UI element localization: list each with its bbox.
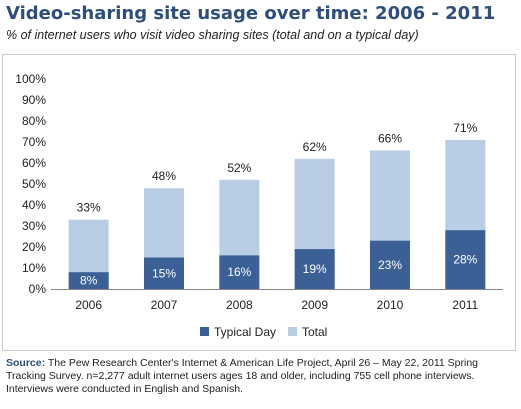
y-tick-label: 20%	[22, 240, 46, 254]
typical-day-series	[68, 230, 486, 289]
typical-day-value-label: 28%	[453, 253, 477, 267]
y-tick-label: 60%	[22, 156, 46, 170]
total-value-label: 33%	[77, 201, 101, 215]
total-value-label: 66%	[378, 131, 402, 145]
y-axis: 0% 10% 20% 30% 40% 50% 60% 70% 80% 90% 100%	[15, 72, 46, 296]
total-value-label: 48%	[152, 169, 176, 183]
y-tick-label: 80%	[22, 114, 46, 128]
x-tick-label: 2008	[226, 298, 253, 312]
typical-day-value-label: 19%	[303, 262, 327, 276]
typical-day-value-label: 23%	[378, 258, 402, 272]
source-label: Source:	[6, 357, 46, 369]
y-tick-label: 100%	[15, 72, 46, 86]
typical-day-bar	[294, 249, 335, 289]
typical-day-value-label: 15%	[152, 266, 176, 280]
legend-label-typical-day: Typical Day	[214, 325, 276, 339]
y-tick-label: 70%	[22, 135, 46, 149]
x-tick-label: 2010	[377, 298, 404, 312]
y-tick-label: 50%	[22, 177, 46, 191]
total-value-label: 62%	[303, 140, 327, 154]
chart-title: Video-sharing site usage over time: 2006…	[6, 3, 496, 24]
x-axis: 2006 2007 2008 2009 2010 2011	[75, 298, 478, 312]
typical-day-labels: 8% 15% 16% 19% 23% 28%	[80, 253, 478, 288]
legend-swatch-typical-day	[200, 327, 209, 336]
legend-label-total: Total	[302, 325, 327, 339]
y-tick-label: 90%	[22, 93, 46, 107]
y-tick-label: 40%	[22, 198, 46, 212]
source-text: The Pew Research Center's Internet & Ame…	[6, 357, 479, 395]
total-value-label: 52%	[227, 161, 251, 175]
typical-day-bar	[445, 230, 486, 289]
source-note: Source: The Pew Research Center's Intern…	[6, 357, 518, 396]
x-tick-label: 2009	[301, 298, 328, 312]
y-tick-label: 30%	[22, 219, 46, 233]
x-tick-label: 2007	[151, 298, 178, 312]
typical-day-value-label: 8%	[80, 274, 98, 288]
y-tick-label: 10%	[22, 261, 46, 275]
bar-chart: 0% 10% 20% 30% 40% 50% 60% 70% 80% 90% 100% 33% 48%…	[15, 72, 503, 339]
typical-day-bar	[370, 240, 410, 289]
chart-subtitle: % of internet users who visit video shar…	[6, 28, 419, 42]
total-series	[68, 139, 486, 289]
chart-frame: 0% 10% 20% 30% 40% 50% 60% 70% 80% 90% 100% 33% 48%…	[2, 54, 516, 351]
x-tick-label: 2011	[452, 298, 478, 312]
typical-day-bar	[68, 272, 109, 289]
x-tick-label: 2006	[75, 298, 102, 312]
legend: Typical Day Total	[200, 325, 327, 339]
typical-day-bar	[219, 255, 260, 289]
typical-day-value-label: 16%	[227, 265, 251, 279]
y-tick-label: 0%	[29, 282, 47, 296]
total-value-label: 71%	[453, 121, 477, 135]
legend-swatch-total	[288, 327, 297, 336]
typical-day-bar	[144, 257, 184, 289]
total-labels: 33% 48% 52% 62% 66% 71%	[77, 121, 478, 215]
